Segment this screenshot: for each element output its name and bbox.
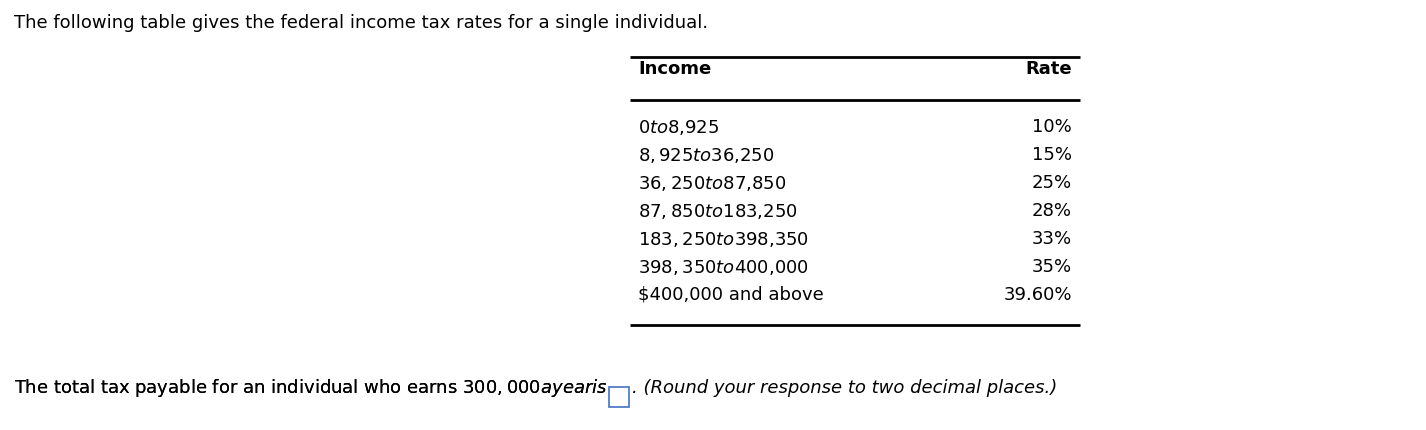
- Text: Income: Income: [637, 60, 712, 78]
- Text: Rate: Rate: [1025, 60, 1072, 78]
- Text: $400,000 and above: $400,000 and above: [637, 286, 824, 304]
- Text: 39.60%: 39.60%: [1004, 286, 1072, 304]
- Text: The following table gives the federal income tax rates for a single individual.: The following table gives the federal in…: [14, 14, 709, 32]
- Text: $0 to $8,925: $0 to $8,925: [637, 118, 719, 137]
- Text: The total tax payable for an individual who earns $300,000 a year is $: The total tax payable for an individual …: [14, 377, 607, 399]
- Text: $398,350 to $400,000: $398,350 to $400,000: [637, 258, 809, 277]
- Text: 25%: 25%: [1032, 174, 1072, 192]
- Text: . (Round your response to two decimal places.): . (Round your response to two decimal pl…: [632, 379, 1057, 397]
- Text: The total tax payable for an individual who earns $300,000 a year is $: The total tax payable for an individual …: [14, 377, 607, 399]
- Text: $8,925 to $36,250: $8,925 to $36,250: [637, 146, 774, 165]
- Bar: [609, 387, 629, 407]
- Text: 33%: 33%: [1032, 230, 1072, 248]
- Text: $183,250 to $398,350: $183,250 to $398,350: [637, 230, 809, 249]
- Text: 10%: 10%: [1032, 118, 1072, 136]
- Text: 35%: 35%: [1032, 258, 1072, 276]
- Text: $36,250 to $87,850: $36,250 to $87,850: [637, 174, 786, 193]
- Text: 28%: 28%: [1032, 202, 1072, 220]
- Text: 15%: 15%: [1032, 146, 1072, 164]
- Text: $87,850 to $183,250: $87,850 to $183,250: [637, 202, 797, 221]
